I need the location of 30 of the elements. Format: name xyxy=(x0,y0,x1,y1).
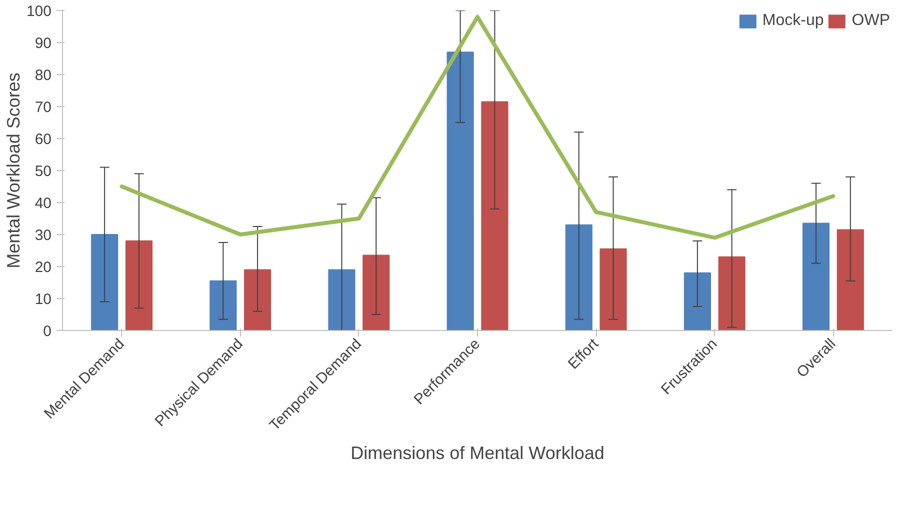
y-tick-label: 90 xyxy=(34,35,52,52)
y-tick-label: 60 xyxy=(34,131,52,148)
y-tick-label: 10 xyxy=(34,291,52,308)
y-tick-label: 50 xyxy=(34,163,52,180)
bar xyxy=(125,240,153,330)
bar xyxy=(244,269,272,330)
y-tick-label: 80 xyxy=(34,67,52,84)
bar xyxy=(600,248,627,330)
bar xyxy=(210,280,237,330)
line-series xyxy=(120,14,836,240)
x-axis-title: Dimensions of Mental Workload xyxy=(350,443,604,464)
legend-label: Mock-up xyxy=(762,12,824,30)
bar xyxy=(684,272,711,330)
bar xyxy=(481,101,508,330)
bar xyxy=(802,222,830,330)
y-tick-label: 40 xyxy=(34,195,52,212)
y-tick-label: 20 xyxy=(34,259,52,276)
bar xyxy=(91,234,118,330)
bar xyxy=(718,256,746,330)
y-tick-label: 0 xyxy=(43,323,52,340)
bar xyxy=(565,224,592,330)
y-tick-label: 70 xyxy=(34,99,52,116)
bar xyxy=(446,52,474,330)
bar xyxy=(328,269,356,330)
y-tick-label: 100 xyxy=(26,3,52,20)
bar xyxy=(362,254,390,330)
legend-label: OWP xyxy=(852,12,890,30)
bar xyxy=(836,229,864,330)
y-tick-label: 30 xyxy=(34,227,52,244)
y-axis-title: Mental Workload Scores xyxy=(3,72,24,268)
